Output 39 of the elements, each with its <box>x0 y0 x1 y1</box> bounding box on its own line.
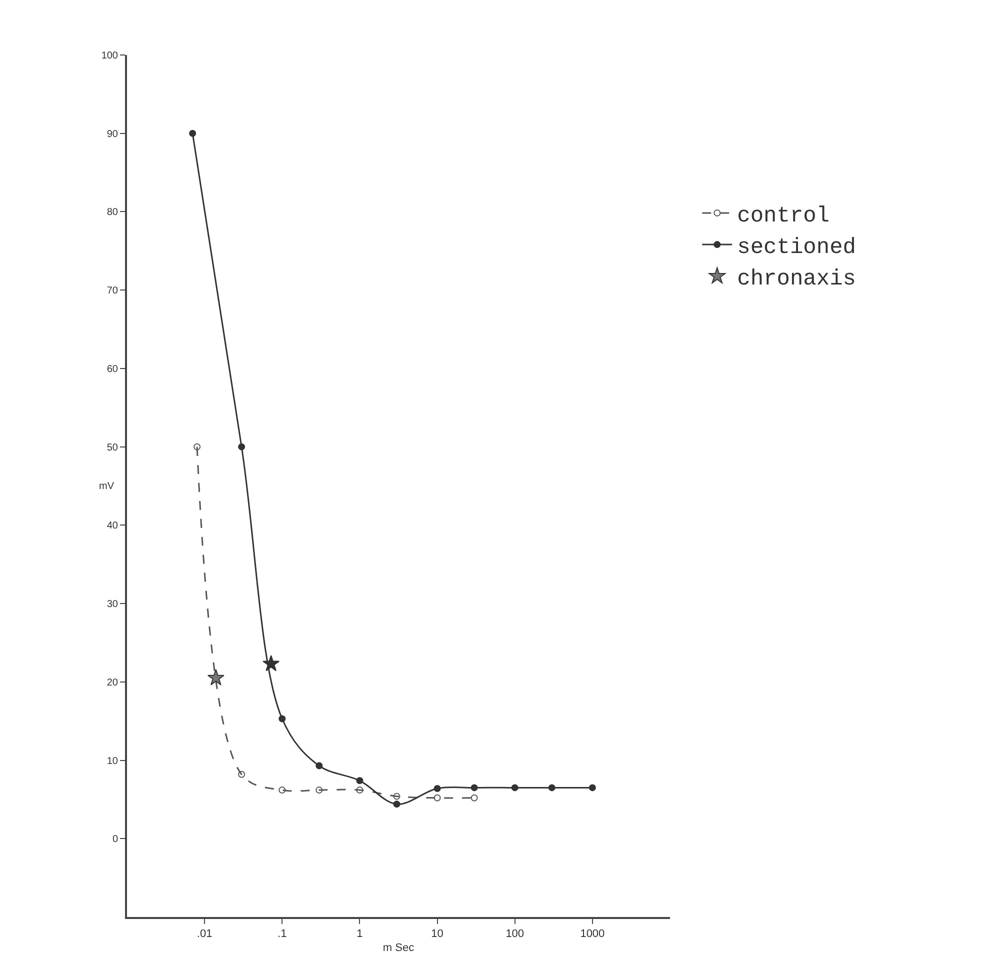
point <box>356 777 364 784</box>
point <box>548 784 556 792</box>
y-tick-label: 40 <box>106 520 118 532</box>
y-tick-label: 10 <box>106 756 118 767</box>
point <box>393 800 400 808</box>
y-axis-title: mV <box>99 481 114 492</box>
legend-label: chronaxis <box>737 266 856 292</box>
point <box>511 784 518 792</box>
point <box>238 770 246 778</box>
y-tick-label: 100 <box>101 50 118 62</box>
point <box>434 794 441 802</box>
point <box>470 794 478 802</box>
x-tick-label: 10 <box>431 928 444 940</box>
y-tick-label: 20 <box>106 677 118 688</box>
point <box>316 786 323 794</box>
x-tick-label: .1 <box>278 928 287 940</box>
y-tick-label: 60 <box>106 364 118 375</box>
point <box>393 792 400 800</box>
legend-label: sectioned <box>737 235 856 260</box>
x-tick-label: 1000 <box>580 928 605 940</box>
y-tick-label: 90 <box>106 128 118 140</box>
point <box>434 784 441 792</box>
point <box>278 715 286 722</box>
y-tick-label: 70 <box>106 286 118 297</box>
point <box>316 762 323 770</box>
y-tick-label: 30 <box>106 599 118 610</box>
point <box>238 443 246 450</box>
y-tick-label: 50 <box>106 442 118 454</box>
x-tick-label: 100 <box>506 928 524 940</box>
legend-label: control <box>737 204 830 229</box>
x-tick-label: .01 <box>196 928 212 940</box>
x-axis-title: m Sec <box>382 942 415 954</box>
point <box>356 786 364 794</box>
y-tick-label: 0 <box>112 834 118 846</box>
x-tick-label: 1 <box>356 928 363 940</box>
point <box>588 784 596 792</box>
point <box>278 786 286 794</box>
point <box>470 784 478 792</box>
y-tick-label: 80 <box>106 207 118 218</box>
